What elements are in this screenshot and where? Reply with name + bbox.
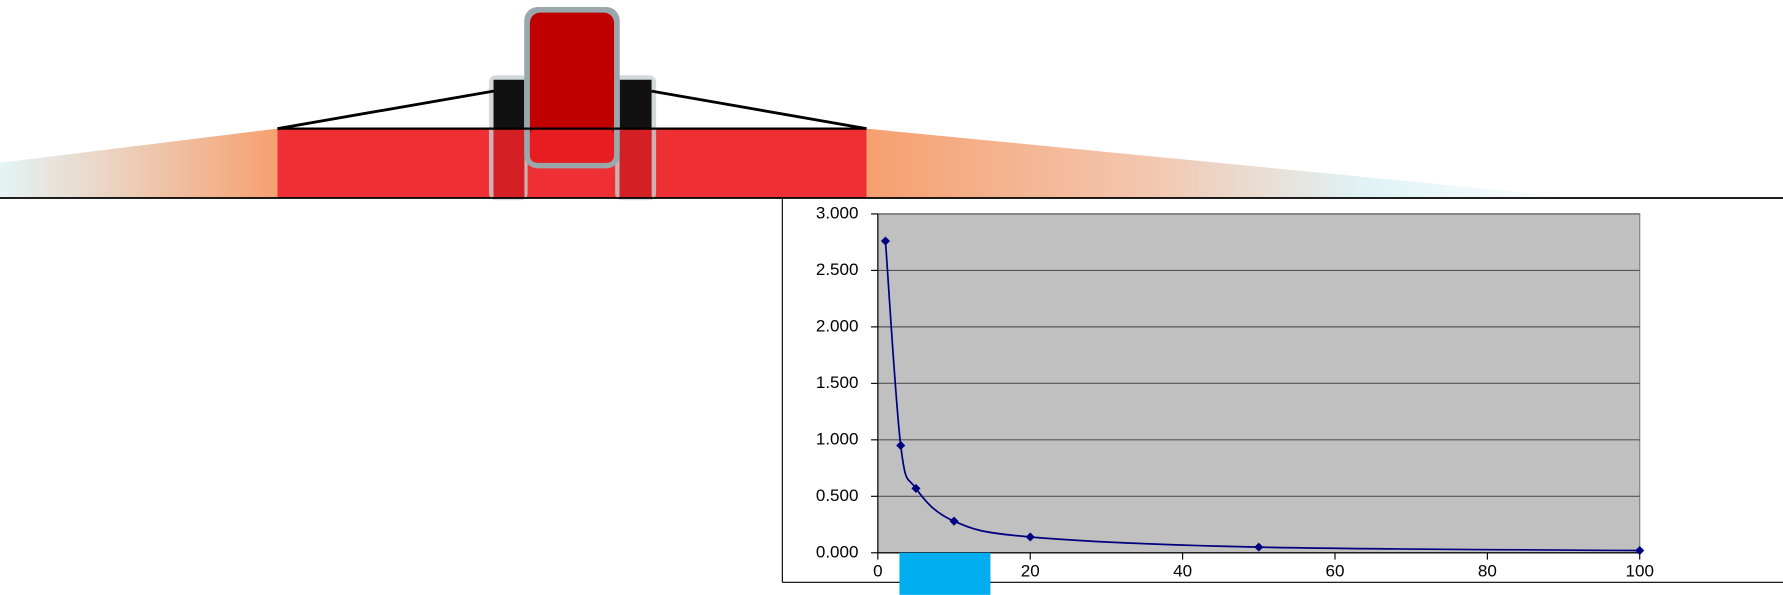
boom-strut-right [651, 89, 867, 131]
y-tick-label: 2.500 [816, 260, 859, 279]
cab [529, 12, 615, 163]
x-tick-label: 40 [1173, 562, 1192, 581]
y-tick-label: 0.500 [816, 486, 859, 505]
y-tick-label: 0.000 [816, 542, 859, 561]
x-tick-label: 0 [873, 562, 882, 581]
data-point [911, 483, 921, 493]
data-point [1025, 532, 1035, 542]
data-point [896, 440, 906, 451]
x-tick-label: 60 [1325, 562, 1344, 581]
x-tick-label: 20 [1021, 562, 1040, 581]
blue-marker [899, 552, 991, 595]
sprayer-illustration [0, 6, 1783, 201]
series-line [884, 240, 1640, 552]
cab-lower [529, 128, 615, 163]
x-tick-label: 80 [1478, 562, 1497, 581]
y-tick-label: 1.000 [816, 429, 859, 448]
boom-strut-left [277, 89, 494, 131]
y-tick-label: 3.000 [816, 203, 859, 222]
y-tick-label: 2.000 [816, 316, 859, 335]
y-tick-label: 1.500 [816, 373, 859, 392]
wheel-right-overlay [619, 128, 652, 199]
wheel-left-overlay [493, 128, 525, 199]
spray-right [866, 128, 1581, 199]
data-point [949, 516, 959, 526]
x-tick-label: 100 [1625, 562, 1653, 581]
spray-left [0, 128, 278, 199]
